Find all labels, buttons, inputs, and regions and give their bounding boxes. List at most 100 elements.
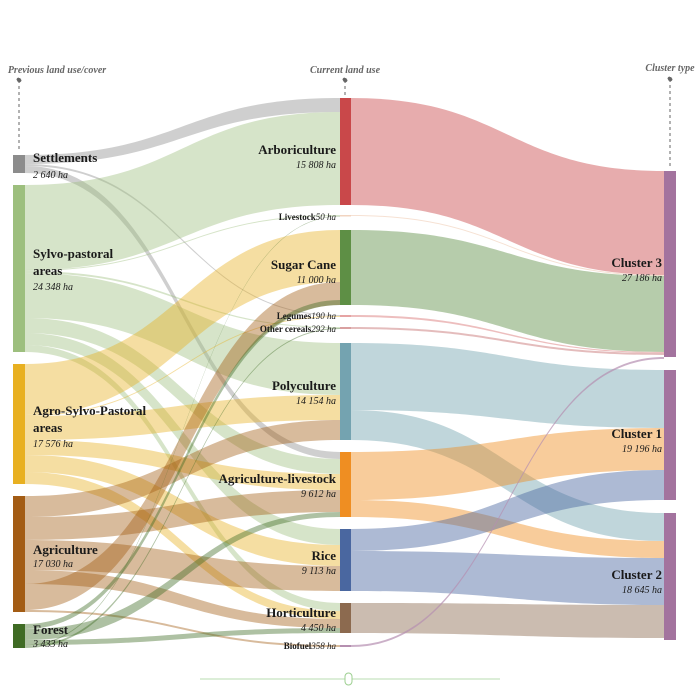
flow-rice-to-cluster2	[351, 551, 664, 605]
header-guide-dot-previous	[16, 77, 22, 83]
node-label-livestock-line: Livestock50 ha	[279, 212, 337, 222]
flow-agrilivestock-to-cluster2	[351, 500, 664, 558]
node-bar-settlements	[13, 155, 25, 173]
flow-sylvo-to-rice	[25, 333, 340, 545]
flow-forest-to-agrilivestock	[25, 512, 340, 640]
flow-agriculture-to-rice	[25, 540, 340, 591]
node-value-sugar-cane: 11 000 ha	[297, 275, 336, 286]
node-bar-agriculture	[13, 496, 25, 612]
node-bar-arboriculture	[340, 98, 351, 205]
flow-agro-to-legumes	[25, 316, 340, 416]
flow-forest-to-othercereals	[25, 328, 340, 648]
column-header-cluster: Cluster type	[645, 63, 695, 74]
node-value-horticulture: 4 450 ha	[301, 623, 336, 634]
flow-rice-to-cluster1	[351, 470, 664, 551]
node-label-arboriculture: Arboriculture	[258, 142, 336, 157]
flow-arboriculture-to-cluster3	[351, 98, 664, 275]
node-label-horticulture: Horticulture	[266, 605, 336, 620]
header-guide-dot-cluster	[667, 76, 673, 82]
flow-sylvo-to-polyculture	[25, 273, 340, 395]
node-value-forest: 3 433 ha	[32, 639, 68, 650]
flow-agro-to-sugarcane	[25, 230, 340, 415]
node-label-cluster-1: Cluster 1	[611, 426, 662, 441]
flow-agriculture-to-polyculture	[25, 420, 340, 517]
flow-livestock-to-cluster3	[351, 215, 664, 276]
flow-polyculture-to-cluster2	[351, 410, 664, 541]
node-value-other-cereals: 292 ha	[311, 324, 336, 334]
node-value-polyculture: 14 154 ha	[296, 396, 336, 407]
flow-agro-to-rice	[25, 455, 340, 566]
node-value-rice: 9 113 ha	[302, 566, 336, 577]
node-label-agro-sylvo-pastoral-line1: Agro-Sylvo-Pastoral	[33, 403, 147, 418]
flow-agriculture-to-agrilivestock	[25, 490, 340, 540]
flow-forest-to-sugarcane	[25, 300, 340, 629]
node-bar-sugarcane	[340, 230, 351, 305]
node-value-cluster-2: 18 645 ha	[622, 585, 662, 596]
flow-agriculture-to-biofuel	[25, 610, 340, 647]
bottom-scroll-handle[interactable]	[200, 672, 500, 686]
node-bar-othercereals	[340, 327, 351, 329]
middle-node-labels: Arboriculture 15 808 ha Livestock50 ha S…	[219, 142, 337, 651]
column-header-previous: Previous land use/cover	[8, 65, 106, 76]
node-value-cluster-3: 27 186 ha	[622, 273, 662, 284]
column-headers: Previous land use/cover Current land use…	[8, 63, 695, 168]
node-label-agro-sylvo-pastoral-line2: areas	[33, 420, 62, 435]
node-value-sylvo-pastoral: 24 348 ha	[33, 282, 73, 293]
node-value-cluster-1: 19 196 ha	[622, 444, 662, 455]
node-bar-cluster3	[664, 171, 676, 357]
node-label-sugar-cane: Sugar Cane	[271, 257, 336, 272]
node-value-agriculture: 17 030 ha	[33, 559, 73, 570]
node-label-sylvo-pastoral-line2: areas	[33, 263, 62, 278]
flow-agriculture-to-horticulture	[25, 570, 340, 628]
node-bar-cluster1	[664, 370, 676, 500]
node-bar-rice	[340, 529, 351, 591]
node-bar-agro	[13, 364, 25, 484]
flow-polyculture-to-cluster1	[351, 343, 664, 428]
node-value-biofuel: 358 ha	[310, 641, 336, 651]
node-label-livestock: Livestock	[279, 212, 316, 222]
column-header-current: Current land use	[310, 65, 381, 76]
flow-agro-to-polyculture	[25, 395, 340, 440]
flow-legumes-to-cluster3	[351, 315, 664, 353]
flow-sylvo-to-arboriculture	[25, 112, 340, 270]
node-label-legumes-line: Legumes190 ha	[277, 311, 337, 321]
node-label-agriculture-livestock: Agriculture-livestock	[219, 471, 337, 486]
node-bar-polyculture	[340, 343, 351, 440]
node-label-other-cereals-line: Other cereals292 ha	[260, 324, 337, 334]
flow-settlements-to-arboriculture	[25, 98, 340, 164]
node-value-livestock: 50 ha	[316, 212, 337, 222]
node-value-agriculture-livestock: 9 612 ha	[301, 489, 336, 500]
flow-forest-to-livestock	[25, 216, 340, 646]
scroll-grip[interactable]	[344, 672, 353, 686]
node-label-cluster-2: Cluster 2	[611, 567, 662, 582]
node-label-biofuel: Biofuel	[284, 641, 312, 651]
flow-biofuel-to-cluster1	[351, 357, 664, 647]
node-label-legumes: Legumes	[277, 311, 312, 321]
flow-agriculture-to-sugarcane	[25, 282, 340, 610]
flow-settlements-to-legumes	[25, 164, 340, 316]
node-bar-biofuel	[340, 645, 351, 647]
flow-othercereals-to-cluster3	[351, 327, 664, 355]
flow-sylvo-to-horticulture	[25, 345, 340, 611]
flow-sylvo-to-othercereals	[25, 271, 340, 328]
node-label-agriculture: Agriculture	[33, 542, 98, 557]
flow-settlements-to-agrilivestock	[25, 166, 340, 459]
node-value-arboriculture: 15 808 ha	[296, 160, 336, 171]
node-bars	[13, 98, 676, 648]
node-label-settlements: Settlements	[33, 150, 97, 165]
node-bar-cluster2	[664, 513, 676, 640]
header-guide-dot-current	[342, 77, 348, 83]
node-label-sylvo-pastoral-line1: Sylvo-pastoral	[33, 246, 114, 261]
node-value-settlements: 2 640 ha	[33, 170, 68, 181]
flow-links	[25, 98, 664, 648]
node-bar-sylvo	[13, 185, 25, 352]
flow-agro-to-horticulture	[25, 472, 340, 619]
flow-horticulture-to-cluster2	[351, 603, 664, 638]
flow-agro-to-agrilivestock	[25, 440, 340, 490]
flow-sylvo-to-livestock	[25, 215, 340, 271]
node-bar-agrilivestock	[340, 452, 351, 517]
node-label-other-cereals: Other cereals	[260, 324, 312, 334]
node-label-cluster-3: Cluster 3	[611, 255, 662, 270]
flow-sugarcane-to-cluster3	[351, 230, 664, 352]
